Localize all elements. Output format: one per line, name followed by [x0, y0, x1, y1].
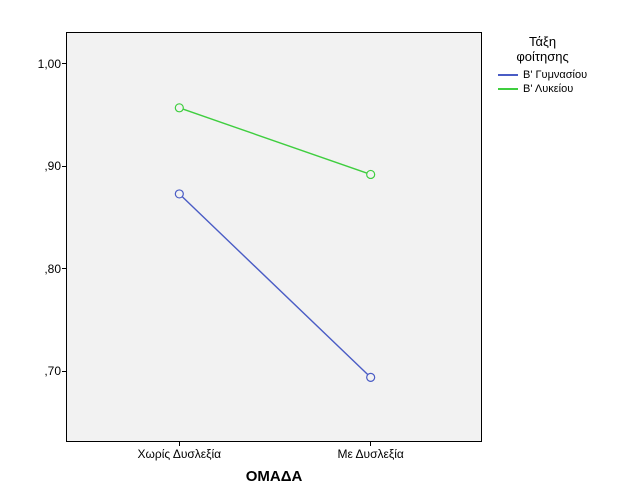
y-tick	[62, 268, 67, 269]
series-line	[179, 108, 370, 175]
plot-frame: ,70,80,901,00Χωρίς ΔυσλεξίαΜε Δυσλεξία	[66, 32, 482, 442]
chart-svg	[67, 33, 483, 443]
x-tick	[179, 441, 180, 446]
x-tick-label: Χωρίς Δυσλεξία	[137, 447, 221, 461]
series-line	[179, 194, 370, 377]
series-marker	[367, 373, 375, 381]
legend-label: Β' Γυμνασίου	[523, 69, 587, 81]
legend-item: Β' Γυμνασίου	[498, 69, 587, 81]
y-tick	[62, 166, 67, 167]
y-tick	[62, 63, 67, 64]
legend-title: Τάξηφοίτησης	[498, 35, 587, 65]
legend: Τάξηφοίτησης Β' Γυμνασίου Β' Λυκείου	[498, 35, 587, 97]
x-tick	[370, 441, 371, 446]
chart-container: ,70,80,901,00Χωρίς ΔυσλεξίαΜε Δυσλεξία Ο…	[0, 0, 629, 504]
series-marker	[175, 104, 183, 112]
legend-label: Β' Λυκείου	[523, 83, 573, 95]
x-tick-label: Με Δυσλεξία	[338, 447, 404, 461]
legend-item: Β' Λυκείου	[498, 83, 587, 95]
legend-swatch	[498, 88, 518, 90]
y-tick-label: ,70	[44, 364, 61, 378]
series-marker	[367, 170, 375, 178]
y-tick-label: ,80	[44, 262, 61, 276]
y-tick-label: ,90	[44, 159, 61, 173]
y-tick	[62, 371, 67, 372]
series-marker	[175, 190, 183, 198]
legend-swatch	[498, 74, 518, 76]
y-tick-label: 1,00	[38, 57, 61, 71]
x-axis-title: ΟΜΑΔΑ	[246, 468, 303, 485]
